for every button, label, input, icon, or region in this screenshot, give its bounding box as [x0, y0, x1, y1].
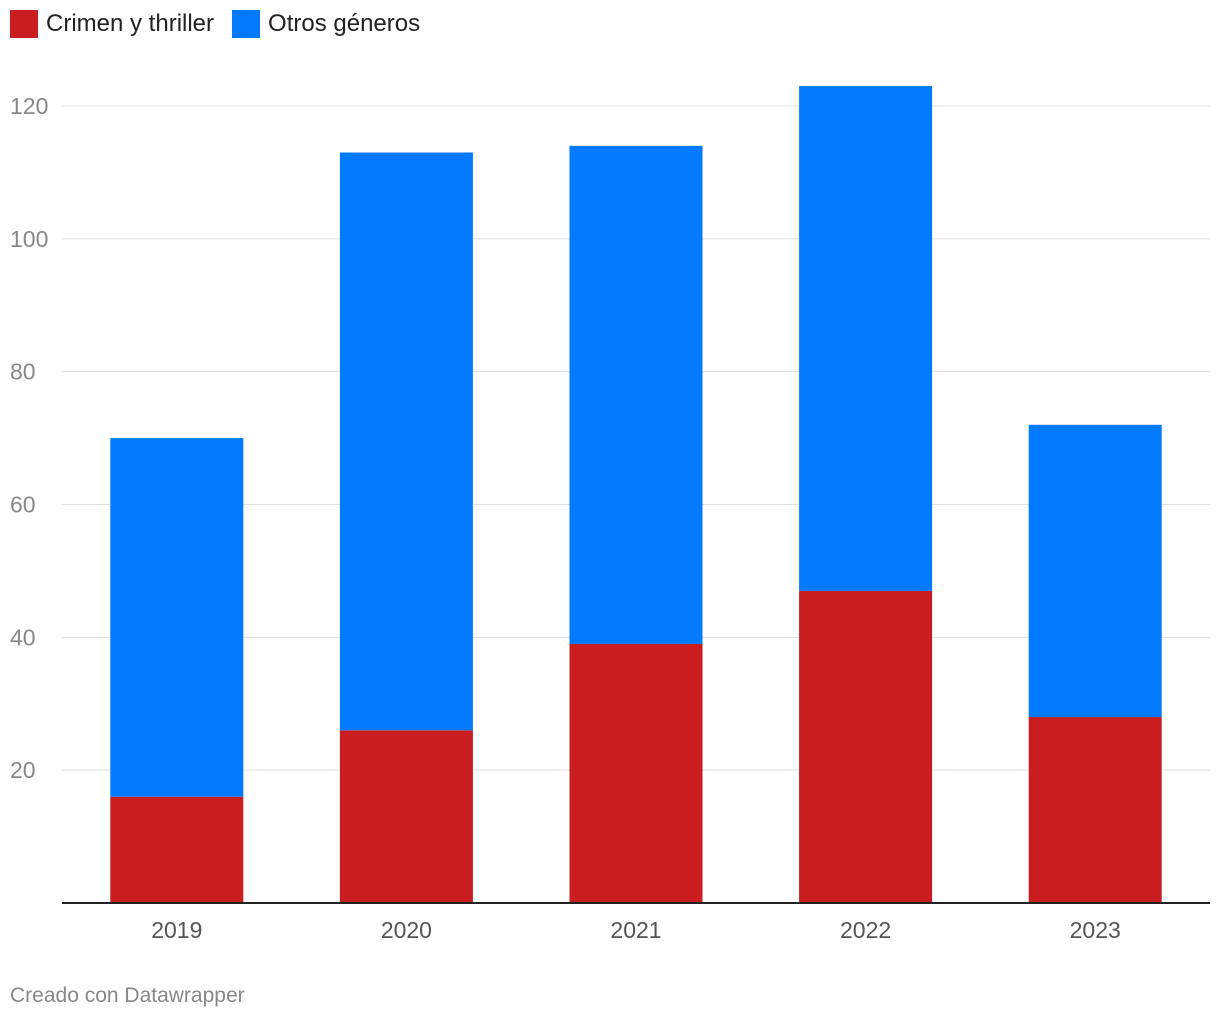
- x-tick-label-2019: 2019: [151, 917, 202, 943]
- bar-otros-2020: [339, 152, 473, 731]
- bar-otros-2022: [799, 86, 933, 591]
- bar-otros-2019: [110, 438, 244, 797]
- bar-crimen-2021: [569, 643, 703, 903]
- bar-crimen-2023: [1028, 717, 1162, 903]
- legend-item-crimen: Crimen y thriller: [10, 10, 214, 38]
- legend-label-otros: Otros géneros: [268, 10, 421, 37]
- y-tick-label-100: 100: [10, 226, 48, 252]
- stacked-bar-chart: 20 40 60 80 100 120 2019 2020 2021 2022 2023: [10, 86, 1210, 943]
- legend-swatch-crimen: [10, 10, 38, 38]
- y-tick-label-60: 60: [10, 492, 36, 518]
- legend: Crimen y thriller Otros géneros: [10, 10, 438, 38]
- x-tick-label-2020: 2020: [381, 917, 432, 943]
- bar-otros-2023: [1028, 424, 1162, 718]
- x-tick-label-2021: 2021: [610, 917, 661, 943]
- x-tick-label-2022: 2022: [840, 917, 891, 943]
- x-tick-label-2023: 2023: [1070, 917, 1121, 943]
- y-tick-label-80: 80: [10, 359, 36, 385]
- bar-otros-2021: [569, 145, 703, 644]
- bar-crimen-2020: [339, 730, 473, 903]
- bar-crimen-2022: [799, 590, 933, 903]
- y-tick-label-120: 120: [10, 93, 48, 119]
- bar-crimen-2019: [110, 796, 244, 903]
- legend-item-otros: Otros géneros: [232, 10, 420, 38]
- footer-credit: Creado con Datawrapper: [10, 984, 245, 1007]
- legend-label-crimen: Crimen y thriller: [46, 10, 215, 37]
- legend-swatch-otros: [232, 10, 261, 38]
- y-tick-label-40: 40: [10, 624, 36, 650]
- y-tick-label-20: 20: [10, 757, 36, 783]
